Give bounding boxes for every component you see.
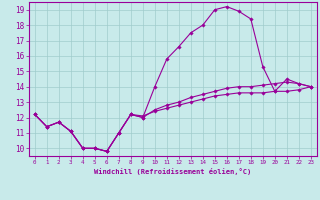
X-axis label: Windchill (Refroidissement éolien,°C): Windchill (Refroidissement éolien,°C) (94, 168, 252, 175)
